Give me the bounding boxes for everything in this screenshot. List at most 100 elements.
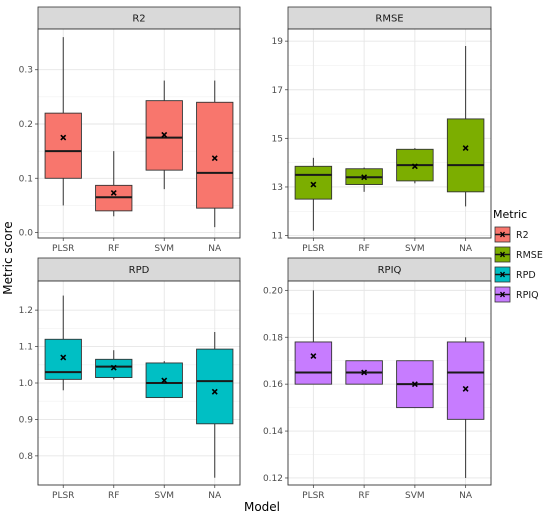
panel-r2-box-na (196, 80, 234, 228)
panel-r2-box-plsr (44, 37, 82, 206)
panel-rpiq-y-tick-label: 0.14 (263, 427, 283, 437)
panel-rmse-x-tick-label-svm: SVM (405, 244, 425, 254)
panel-r2-y-tick-label: 0.1 (19, 174, 33, 184)
panel-r2-box-plsr-mean-marker (60, 134, 67, 141)
panel-r2-x-tick-label-plsr: PLSR (52, 244, 74, 254)
panel-rpd-box-plsr (44, 295, 82, 391)
legend-entry-r2: R2 (494, 226, 529, 243)
panel-rmse-box-svm (396, 148, 434, 184)
panel-rpiq-y-tick-label: 0.18 (263, 333, 283, 343)
panel-rpiq-x-tick-label-plsr: PLSR (302, 491, 324, 501)
panel-rmse-box-plsr-mean-marker (310, 181, 317, 188)
panel-rpiq-box-plsr (294, 290, 333, 385)
panel-rmse-strip-label: RMSE (375, 14, 403, 25)
panel-rpiq: RPIQ 0.12 0.14 0.16 0.18 0.20 PLSR RF SVM NA (263, 257, 492, 501)
panel-rpiq-x-tick-label-na: NA (459, 491, 473, 501)
legend-label-rpiq: RPIQ (516, 290, 539, 301)
panel-rmse-x-tick-label-na: NA (459, 244, 473, 254)
legend-label-rmse: RMSE (516, 250, 543, 261)
panel-r2: R2 0.0 0.1 0.2 0.3 PLSR RF SVM NA (19, 6, 241, 254)
panel-rmse: RMSE 11 13 15 17 19 PLSR RF SVM NA (272, 6, 492, 254)
panel-rpd-strip-label: RPD (129, 265, 150, 276)
legend-entry-rpiq: RPIQ (494, 286, 539, 303)
panel-r2-box-rf (95, 151, 133, 217)
panel-rpd-box-na (196, 332, 234, 478)
legend-entry-rpd: RPD (494, 266, 536, 283)
panel-rpd-border (37, 280, 241, 486)
panel-rpiq-box-plsr-mean-marker (310, 353, 317, 359)
legend-key-mean-marker (499, 231, 506, 238)
legend-entry-rmse: RMSE (494, 246, 543, 263)
panel-rmse-x-tick-label-rf: RF (358, 244, 369, 254)
panel-rmse-box-rf-mean-marker (361, 174, 368, 181)
panel-r2-y-tick-label: 0.0 (19, 229, 34, 239)
panel-rmse-box-na-iqr (446, 118, 485, 193)
panel-rmse-y-tick-label: 13 (272, 183, 283, 193)
panel-rpd-y-tick-label: 1.0 (19, 379, 34, 389)
panel-r2-strip-label: R2 (132, 14, 145, 25)
panel-rmse-box-svm-mean-marker (411, 163, 418, 170)
panel-rpiq-y-tick-label: 0.16 (263, 380, 283, 390)
panel-rpiq-box-na (446, 337, 485, 478)
panel-rpd-box-rf (95, 350, 133, 380)
panel-r2-x-tick-label-na: NA (208, 244, 222, 254)
panel-rpiq-box-na-iqr (446, 341, 485, 420)
panel-rpd-box-svm (145, 361, 183, 399)
panel-rpd-x-tick-label-na: NA (208, 491, 222, 501)
legend-title: Metric (493, 208, 527, 221)
legend-label-r2: R2 (516, 230, 529, 241)
x-axis-title: Model (244, 500, 280, 514)
panel-rpd-x-tick-label-svm: SVM (154, 491, 174, 501)
panel-rmse-box-plsr-iqr (294, 165, 333, 200)
panel-rpd-y-tick-label: 1.2 (19, 306, 33, 316)
panel-rpd-box-na-mean-marker (211, 388, 218, 395)
legend-key-mean-marker (499, 291, 506, 298)
panel-rmse-y-tick-label: 11 (272, 232, 283, 242)
panel-rpiq-box-na-mean-marker (462, 385, 469, 392)
legend-key-mean-marker (499, 271, 506, 278)
panels-layer: R2 0.0 0.1 0.2 0.3 PLSR RF SVM NA RMSE 11 13 15 17 19 P… (19, 6, 492, 501)
panel-rmse-box-na (446, 46, 485, 207)
panel-rpiq-y-tick-label: 0.12 (263, 474, 283, 484)
panel-rmse-y-tick-label: 17 (272, 86, 283, 96)
panel-r2-box-na-iqr (196, 101, 234, 209)
panel-r2-y-tick-label: 0.2 (19, 120, 33, 130)
panel-rpd-y-tick-label: 0.8 (19, 452, 34, 462)
panel-rmse-box-plsr (294, 157, 333, 231)
panel-rpd-box-rf-mean-marker (110, 364, 117, 371)
panel-rmse-border (287, 28, 492, 239)
legend-key-mean-marker (499, 251, 506, 258)
panel-rmse-box-rf (345, 167, 383, 192)
panel-rpd: RPD 0.8 0.9 1.0 1.1 1.2 PLSR RF SVM NA (19, 257, 241, 501)
panel-rpiq-box-rf-mean-marker (361, 369, 368, 376)
panel-rmse-x-tick-label-plsr: PLSR (302, 244, 324, 254)
panel-rpd-box-plsr-mean-marker (60, 354, 67, 361)
panel-rpiq-x-tick-label-svm: SVM (405, 491, 425, 501)
panel-rpiq-box-rf (345, 360, 383, 385)
panel-rpd-box-plsr-iqr (44, 338, 82, 380)
panel-rpd-box-svm-mean-marker (161, 377, 168, 384)
legend: Metric R2 RMSE RPD RPIQ (493, 208, 543, 303)
panel-r2-box-svm-mean-marker (161, 131, 168, 138)
panel-rpiq-x-tick-label-rf: RF (358, 491, 369, 501)
panel-r2-box-na-mean-marker (211, 155, 218, 162)
panel-rmse-box-na-mean-marker (462, 145, 469, 152)
panel-r2-box-svm (145, 80, 183, 190)
panel-rmse-y-tick-label: 19 (272, 37, 284, 47)
panel-rpd-x-tick-label-rf: RF (108, 491, 119, 501)
panel-rpiq-y-tick-label: 0.20 (263, 286, 283, 296)
panel-r2-box-rf-mean-marker (110, 189, 117, 196)
panel-rpiq-box-svm (396, 360, 434, 409)
panel-r2-x-tick-label-rf: RF (108, 244, 119, 254)
panel-r2-border (37, 28, 241, 239)
panel-r2-y-tick-label: 0.3 (19, 66, 33, 76)
panel-rpd-x-tick-label-plsr: PLSR (52, 491, 74, 501)
panel-rmse-y-tick-label: 15 (272, 134, 283, 144)
panel-r2-box-plsr-iqr (44, 112, 82, 179)
panel-rpd-y-tick-label: 1.1 (19, 343, 33, 353)
legend-label-rpd: RPD (516, 270, 536, 281)
panel-rpiq-box-plsr-iqr (294, 341, 333, 385)
panel-rpd-y-tick-label: 0.9 (19, 415, 34, 425)
panel-rpiq-box-svm-mean-marker (411, 381, 418, 388)
